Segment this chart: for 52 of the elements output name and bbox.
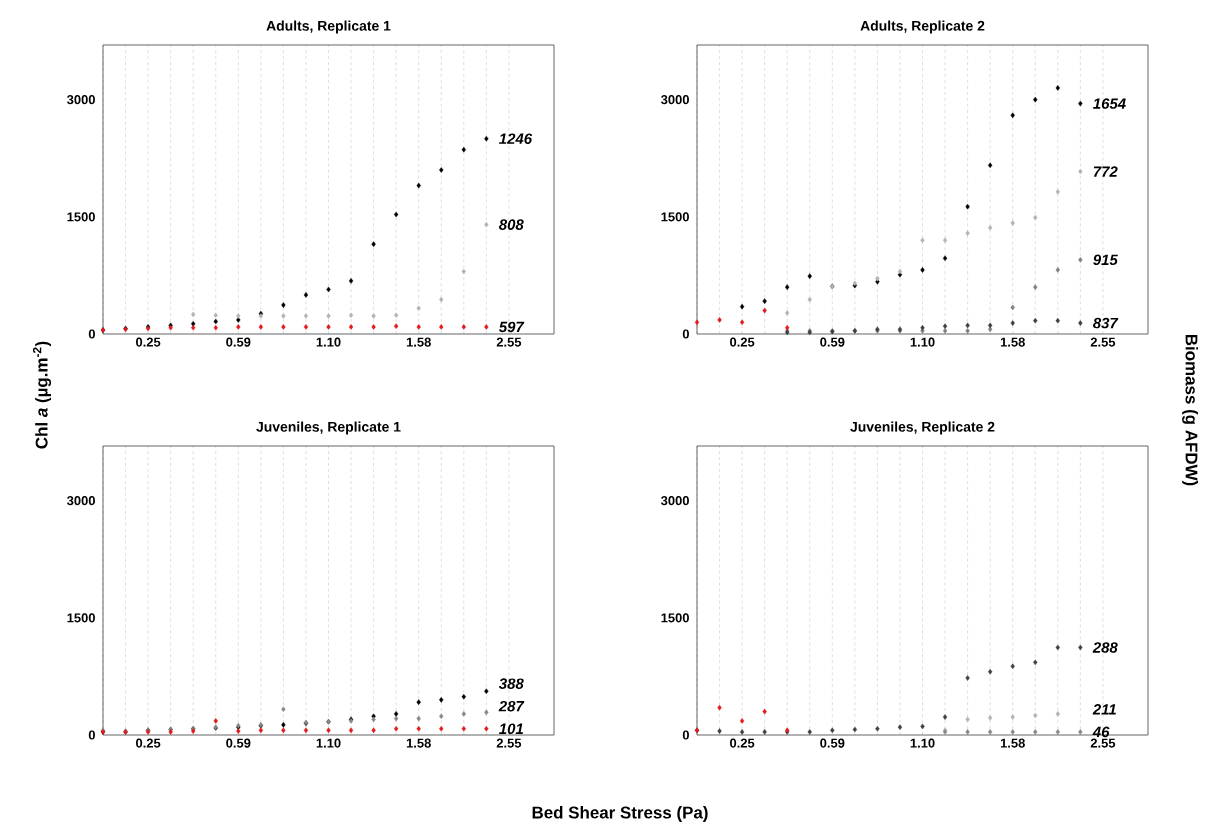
- x-tick-label: 1.10: [316, 738, 341, 748]
- y2-axis-title: Biomass (g AFDW): [1182, 334, 1198, 486]
- series-label: 288: [1092, 642, 1118, 653]
- x-tick-label: 1.10: [910, 337, 935, 347]
- series-label: 808: [499, 219, 524, 230]
- x-tick-label: 0.25: [136, 738, 161, 748]
- x-tick-label: 0.59: [226, 337, 251, 347]
- y-tick-label: 0: [88, 730, 95, 740]
- y-tick-label: 0: [682, 730, 689, 740]
- x-tick-label: 1.58: [406, 738, 431, 748]
- x-tick-label: 0.59: [820, 738, 845, 748]
- series-label: 46: [1092, 726, 1110, 738]
- y-tick-label: 0: [682, 329, 689, 339]
- x-tick-label: 1.58: [406, 337, 431, 347]
- x-tick-label: 0.59: [226, 738, 251, 748]
- chart-title: Adults, Replicate 2: [860, 20, 985, 34]
- series-label: 1654: [1093, 98, 1126, 109]
- chart-title: Juveniles, Replicate 2: [850, 421, 995, 435]
- series-label: 287: [498, 700, 525, 712]
- y-tick-label: 1500: [661, 613, 689, 623]
- x-tick-label: 1.10: [316, 337, 341, 347]
- series-label: 837: [1093, 317, 1119, 329]
- x-tick-label: 0.25: [730, 337, 755, 347]
- x-tick-label: 0.25: [136, 337, 161, 347]
- chart-title: Juveniles, Replicate 1: [256, 421, 401, 435]
- x-tick-label: 1.10: [910, 738, 935, 748]
- x-tick-label: 0.25: [730, 738, 755, 748]
- chart-title: Adults, Replicate 1: [266, 20, 391, 34]
- x-tick-label: 1.58: [1000, 337, 1025, 347]
- y-tick-label: 3000: [66, 95, 95, 105]
- y-tick-label: 3000: [660, 496, 689, 506]
- y-axis-title: Chl a (µg.m$^{-2}$): [32, 341, 52, 449]
- x-axis-title: Bed Shear Stress (Pa): [532, 806, 708, 822]
- y-tick-label: 1500: [67, 212, 95, 222]
- x-tick-label: 0.59: [820, 337, 845, 347]
- x-tick-label: 1.58: [1000, 738, 1025, 748]
- x-tick-label: 2.55: [1090, 337, 1116, 347]
- series-label: 1246: [499, 133, 533, 145]
- y-tick-label: 1500: [661, 212, 689, 222]
- series-label: 101: [499, 723, 523, 735]
- x-tick-label: 2.55: [1090, 738, 1116, 748]
- x-tick-label: 2.55: [496, 337, 522, 347]
- text: 211: [1092, 704, 1116, 715]
- y-tick-label: 1500: [67, 613, 95, 623]
- series-label: 388: [498, 678, 524, 689]
- y-tick-label: 3000: [66, 496, 95, 506]
- x-tick-label: 2.55: [496, 738, 522, 748]
- series-label: 915: [1093, 254, 1118, 266]
- y-tick-label: 0: [88, 329, 95, 339]
- series-label: 597: [498, 321, 525, 333]
- y-tick-label: 3000: [660, 95, 689, 105]
- series-label: 772: [1093, 166, 1118, 177]
